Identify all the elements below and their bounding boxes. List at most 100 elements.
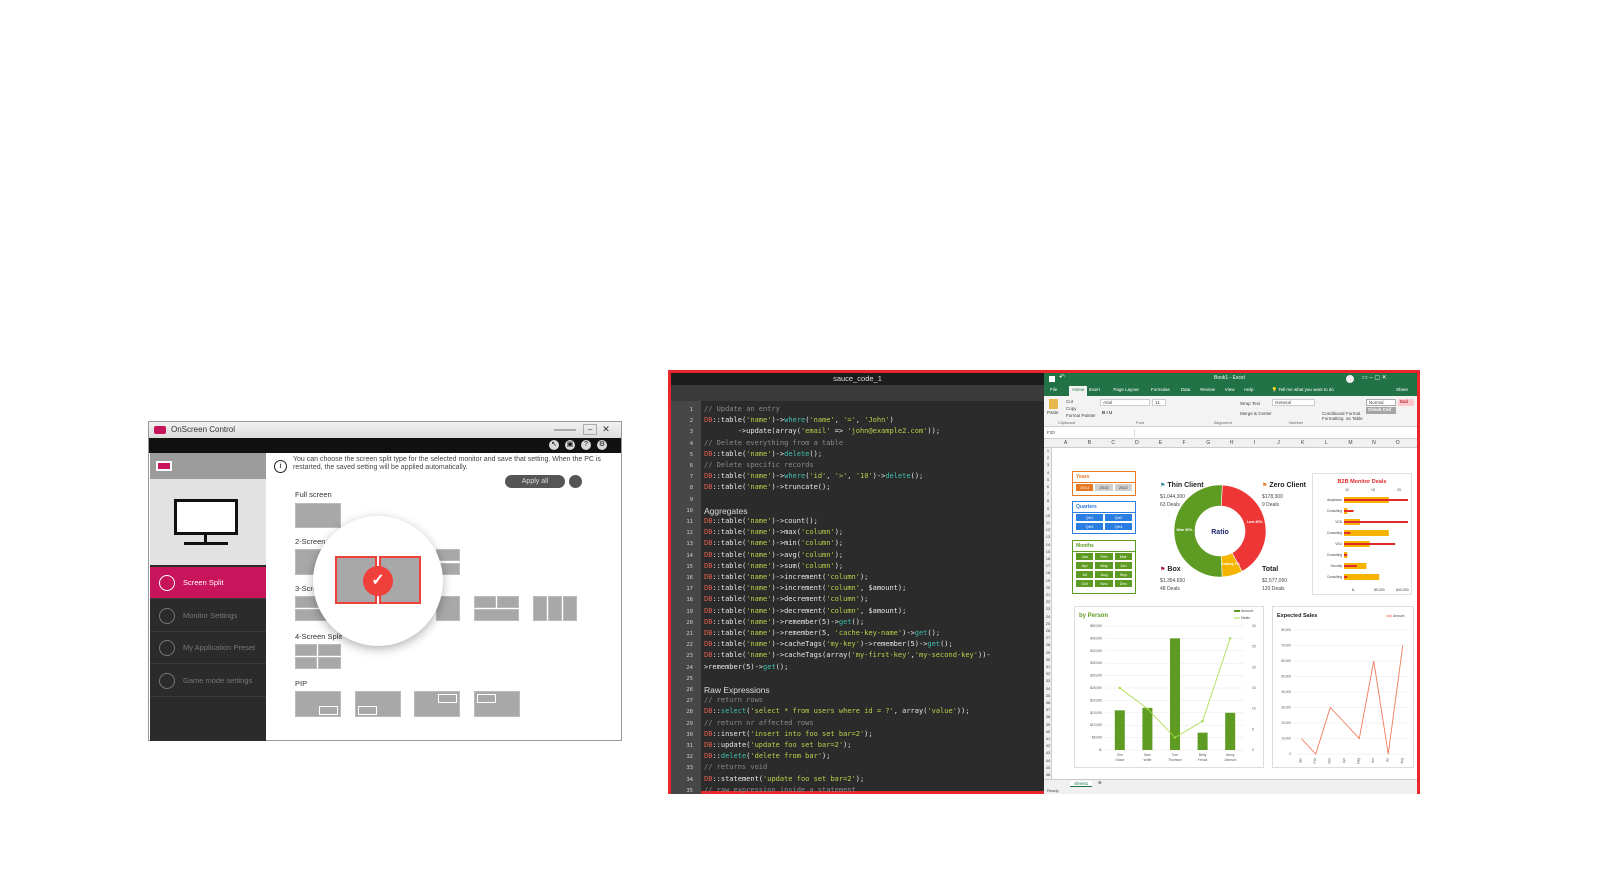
account-icon[interactable] bbox=[1346, 375, 1354, 383]
row-header[interactable]: 43 bbox=[1045, 750, 1051, 756]
ribbon-tab[interactable]: View bbox=[1224, 387, 1235, 392]
row-header[interactable]: 2 bbox=[1046, 455, 1050, 461]
column-header[interactable]: O bbox=[1395, 440, 1400, 446]
three-screen-option[interactable] bbox=[548, 596, 562, 621]
row-header[interactable]: 20 bbox=[1045, 584, 1051, 590]
formula-input[interactable] bbox=[1134, 429, 1414, 437]
row-header[interactable]: 41 bbox=[1045, 736, 1051, 741]
column-header[interactable]: L bbox=[1324, 440, 1328, 446]
two-screen-option[interactable] bbox=[436, 549, 460, 561]
number-format-select[interactable]: General bbox=[1272, 399, 1315, 406]
row-header[interactable]: 23 bbox=[1045, 606, 1051, 612]
row-header[interactable]: 27 bbox=[1045, 635, 1051, 641]
row-header[interactable]: 21 bbox=[1045, 592, 1051, 597]
column-header[interactable]: F bbox=[1182, 440, 1186, 446]
row-header[interactable]: 10 bbox=[1045, 512, 1051, 518]
row-header[interactable]: 46 bbox=[1045, 772, 1051, 777]
row-header[interactable]: 17 bbox=[1045, 563, 1051, 569]
column-header[interactable]: M bbox=[1348, 440, 1353, 446]
slicer-item[interactable]: Nov bbox=[1095, 580, 1113, 587]
row-header[interactable]: 18 bbox=[1045, 570, 1051, 576]
ribbon-tab[interactable]: Formulas bbox=[1151, 387, 1170, 392]
four-screen-option[interactable] bbox=[295, 657, 317, 669]
column-header[interactable]: G bbox=[1206, 440, 1211, 446]
keyboard-button[interactable] bbox=[569, 475, 582, 488]
row-header[interactable]: 28 bbox=[1045, 642, 1051, 648]
row-header[interactable]: 1 bbox=[1046, 448, 1050, 453]
row-header[interactable]: 11 bbox=[1045, 520, 1051, 525]
row-header[interactable]: 24 bbox=[1045, 613, 1051, 619]
row-header[interactable]: 26 bbox=[1045, 628, 1051, 633]
row-header[interactable]: 44 bbox=[1045, 757, 1051, 763]
row-header[interactable]: 38 bbox=[1045, 714, 1051, 720]
sidebar-item[interactable]: My Application Preset bbox=[150, 632, 266, 664]
row-header[interactable]: 29 bbox=[1045, 649, 1051, 655]
cut-button[interactable]: Cut bbox=[1066, 399, 1074, 404]
column-header[interactable]: B bbox=[1087, 440, 1092, 446]
row-header[interactable]: 40 bbox=[1045, 728, 1051, 734]
slicer-item[interactable]: Qtr3 bbox=[1076, 523, 1103, 530]
full-screen-option[interactable] bbox=[295, 503, 341, 528]
share-button[interactable]: Share bbox=[1396, 387, 1409, 392]
ribbon-tab[interactable]: Data bbox=[1180, 387, 1191, 392]
name-box[interactable]: F20 bbox=[1047, 430, 1055, 435]
minimize-button[interactable]: – bbox=[583, 424, 597, 435]
slicer-item[interactable]: Jun bbox=[1114, 562, 1132, 569]
slicer-item[interactable]: Qtr2 bbox=[1105, 514, 1132, 521]
row-header[interactable]: 42 bbox=[1045, 743, 1051, 749]
four-screen-option[interactable] bbox=[295, 644, 317, 656]
help-icon[interactable]: ? bbox=[581, 440, 591, 450]
row-header[interactable]: 5 bbox=[1046, 476, 1050, 482]
add-sheet-button[interactable]: ⊕ bbox=[1098, 780, 1102, 785]
slicer-item[interactable]: 2013 bbox=[1095, 484, 1113, 491]
four-screen-option[interactable] bbox=[318, 644, 341, 656]
column-header[interactable]: E bbox=[1158, 440, 1163, 446]
ribbon-tab[interactable]: Home bbox=[1069, 386, 1088, 396]
merge-center-button[interactable]: Merge & Center bbox=[1240, 411, 1272, 416]
slicer-item[interactable]: Oct bbox=[1076, 580, 1094, 587]
row-header[interactable]: 14 bbox=[1045, 541, 1051, 547]
row-header[interactable]: 22 bbox=[1045, 599, 1051, 605]
column-header[interactable]: N bbox=[1372, 440, 1376, 446]
three-screen-option[interactable] bbox=[497, 596, 519, 608]
column-header[interactable]: K bbox=[1301, 440, 1305, 446]
row-header[interactable]: 34 bbox=[1045, 685, 1051, 691]
display-icon[interactable]: ▣ bbox=[565, 440, 575, 450]
column-header[interactable]: H bbox=[1229, 440, 1234, 446]
monitor-icon[interactable] bbox=[156, 461, 172, 471]
close-button[interactable]: ✕ bbox=[602, 424, 610, 434]
three-screen-option[interactable] bbox=[533, 596, 547, 621]
slider[interactable] bbox=[554, 429, 576, 431]
slicer-item[interactable]: Qtr4 bbox=[1105, 523, 1132, 530]
slicer-item[interactable]: Feb bbox=[1095, 553, 1113, 560]
format-as-table-button[interactable]: Format as Table bbox=[1346, 411, 1363, 421]
format-painter-button[interactable]: Format Painter bbox=[1066, 413, 1096, 418]
row-header[interactable]: 45 bbox=[1045, 764, 1051, 770]
row-header[interactable]: 7 bbox=[1046, 491, 1050, 497]
row-header[interactable]: 4 bbox=[1046, 469, 1050, 475]
slicer-item[interactable]: May bbox=[1095, 562, 1113, 569]
row-header[interactable]: 25 bbox=[1045, 620, 1051, 626]
sidebar-item[interactable]: Game mode settings bbox=[150, 665, 266, 697]
pip-option[interactable] bbox=[295, 691, 341, 717]
ribbon-tab[interactable]: Help bbox=[1244, 387, 1254, 392]
three-screen-option[interactable] bbox=[474, 609, 519, 621]
ribbon-tab[interactable]: Page Layout bbox=[1113, 387, 1139, 392]
row-header[interactable]: 9 bbox=[1046, 505, 1050, 511]
row-header[interactable]: 16 bbox=[1045, 556, 1051, 561]
four-screen-option[interactable] bbox=[318, 657, 341, 669]
row-header[interactable]: 30 bbox=[1045, 656, 1051, 662]
code-area[interactable]: // Update an entry DB::table('name')->whe… bbox=[671, 401, 1044, 794]
row-header[interactable]: 6 bbox=[1046, 484, 1050, 489]
settings-icon[interactable]: ⚙ bbox=[597, 440, 607, 450]
row-header[interactable]: 31 bbox=[1045, 664, 1051, 669]
slicer-item[interactable]: 2012 bbox=[1114, 484, 1132, 491]
pip-option[interactable] bbox=[355, 691, 401, 717]
tell-me-input[interactable]: 💡 Tell me what you want to do bbox=[1271, 387, 1334, 392]
three-screen-option[interactable] bbox=[474, 596, 496, 608]
sheet-tab[interactable]: Sheet1 bbox=[1070, 781, 1093, 787]
row-header[interactable]: 36 bbox=[1045, 700, 1051, 705]
slicer-item[interactable]: Qtr1 bbox=[1076, 514, 1103, 521]
row-header[interactable]: 39 bbox=[1045, 721, 1051, 727]
ribbon-tab[interactable]: File bbox=[1050, 387, 1058, 392]
